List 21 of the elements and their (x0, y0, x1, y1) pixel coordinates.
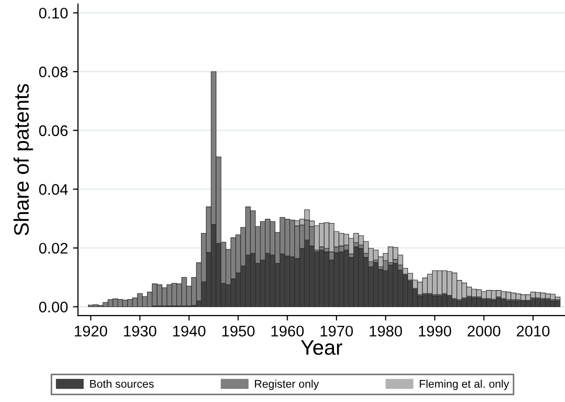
y-tick-label: 0.06 (39, 125, 68, 136)
x-tick-label: 1930 (124, 326, 156, 337)
y-tick-label: 0.00 (39, 302, 68, 312)
y-tick-label: 0.08 (39, 66, 68, 78)
y-tick-label: 0.02 (39, 242, 68, 254)
y-tick-label: 0.04 (39, 184, 68, 195)
legend-label: Fleming et al. only (420, 380, 510, 390)
x-tick-label: 1980 (370, 326, 402, 337)
x-tick-label: 2010 (516, 326, 550, 337)
y-axis-title: Share of patents (14, 84, 33, 236)
x-tick-label: 1950 (222, 326, 255, 337)
legend-label: Both sources (90, 380, 154, 388)
legend-label: Register only (255, 380, 319, 390)
x-tick-label: 2000 (468, 326, 500, 337)
y-tick-label: 0.10 (39, 8, 68, 19)
x-tick-label: 1940 (173, 326, 206, 337)
x-tick-label: 1920 (74, 326, 108, 337)
x-tick-label: 1990 (418, 326, 452, 337)
x-tick-label: 1970 (320, 326, 353, 337)
x-axis-title: Year (300, 340, 342, 355)
x-tick-label: 1960 (272, 326, 304, 337)
